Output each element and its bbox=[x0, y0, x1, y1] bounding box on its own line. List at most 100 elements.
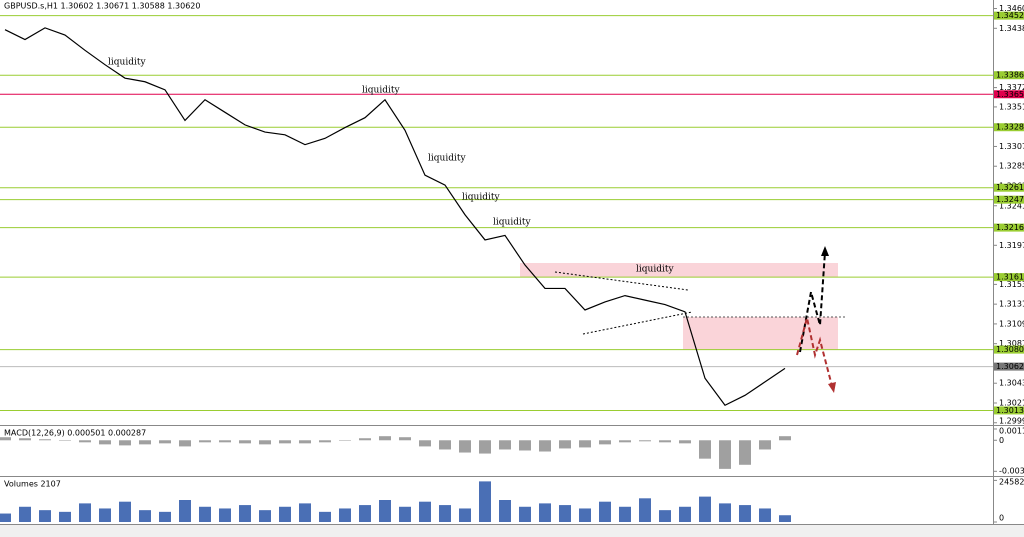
price-line bbox=[4, 27, 786, 406]
bar bbox=[719, 440, 731, 469]
annotation: liquidity bbox=[462, 193, 500, 203]
bar bbox=[539, 440, 551, 452]
bar bbox=[299, 503, 311, 522]
bar bbox=[59, 440, 71, 441]
y-tick-label: 1.33510 bbox=[999, 102, 1024, 111]
bar bbox=[159, 440, 171, 444]
bar bbox=[139, 440, 151, 445]
level-tag bbox=[994, 406, 1024, 415]
bar bbox=[39, 510, 51, 522]
bar bbox=[619, 506, 631, 522]
bar bbox=[659, 440, 671, 443]
bar bbox=[239, 440, 251, 444]
time-axis bbox=[0, 524, 1024, 537]
bar bbox=[579, 440, 591, 448]
bar bbox=[39, 439, 51, 441]
liquidity-zone bbox=[683, 317, 838, 350]
annotation: liquidity bbox=[636, 265, 674, 275]
arrow-head bbox=[828, 382, 836, 393]
y-tick-label: 1.31535 bbox=[999, 280, 1024, 289]
y-tick-label: 0.001106 bbox=[999, 427, 1024, 436]
bar bbox=[219, 508, 231, 522]
bar bbox=[579, 508, 591, 522]
bar bbox=[599, 501, 611, 522]
annotation: liquidity bbox=[428, 154, 466, 164]
bar bbox=[399, 506, 411, 522]
plot: GBPUSD.s,H1 1.30602 1.30671 1.30588 1.30… bbox=[0, 2, 1024, 523]
bar bbox=[379, 436, 391, 441]
bar bbox=[459, 508, 471, 522]
bar bbox=[259, 510, 271, 522]
bar bbox=[599, 440, 611, 445]
bar bbox=[559, 440, 571, 449]
bar bbox=[279, 506, 291, 522]
level-tag bbox=[994, 11, 1024, 20]
bar bbox=[179, 440, 191, 447]
bar bbox=[19, 506, 31, 522]
level-label: 1.30809 bbox=[996, 345, 1024, 354]
y-tick-label: 1.33725 bbox=[999, 83, 1024, 92]
bar bbox=[779, 515, 791, 522]
y-tick-label: 24582 bbox=[999, 478, 1024, 487]
bar bbox=[419, 501, 431, 522]
bar bbox=[519, 506, 531, 522]
bar bbox=[199, 506, 211, 522]
annotation: liquidity bbox=[108, 58, 146, 68]
bar bbox=[339, 508, 351, 522]
bar bbox=[659, 510, 671, 522]
bar bbox=[139, 510, 151, 522]
bar bbox=[99, 508, 111, 522]
scenario-arrow bbox=[799, 251, 826, 353]
y-tick-label: 1.32410 bbox=[999, 201, 1024, 210]
bar bbox=[159, 511, 171, 522]
bar bbox=[639, 498, 651, 522]
annotation: liquidity bbox=[493, 218, 531, 228]
bar bbox=[359, 505, 371, 522]
bar bbox=[239, 505, 251, 522]
level-label: 1.33284 bbox=[996, 123, 1024, 132]
level-tag bbox=[994, 273, 1024, 282]
arrow-head bbox=[821, 246, 829, 256]
bar bbox=[219, 440, 231, 443]
y-tick-label: 1.31095 bbox=[999, 319, 1024, 328]
bar bbox=[0, 437, 11, 441]
level-label: 1.32167 bbox=[996, 223, 1024, 232]
y-tick-label: 1.34385 bbox=[999, 24, 1024, 33]
bar bbox=[299, 440, 311, 444]
y-tick-label: 1.31315 bbox=[999, 300, 1024, 309]
bar bbox=[639, 440, 651, 442]
bar bbox=[679, 506, 691, 522]
bar bbox=[759, 508, 771, 522]
y-tick-label: 0 bbox=[999, 514, 1004, 523]
y-tick-label: 1.34605 bbox=[999, 4, 1024, 13]
bar bbox=[359, 438, 371, 441]
bar bbox=[419, 440, 431, 447]
scenario-arrow bbox=[796, 317, 833, 387]
y-tick-label: 1.31970 bbox=[999, 241, 1024, 250]
level-label: 1.30620 bbox=[996, 362, 1024, 371]
bar bbox=[319, 440, 331, 443]
bar bbox=[99, 440, 111, 445]
bar bbox=[739, 505, 751, 522]
bar bbox=[339, 440, 351, 441]
bar bbox=[119, 440, 131, 446]
liquidity-zone bbox=[520, 263, 838, 277]
bar bbox=[559, 505, 571, 522]
bar bbox=[779, 436, 791, 441]
bar bbox=[399, 437, 411, 441]
bar bbox=[739, 440, 751, 465]
y-tick-label: 1.29995 bbox=[999, 417, 1024, 426]
panel-title: GBPUSD.s,H1 1.30602 1.30671 1.30588 1.30… bbox=[4, 2, 200, 11]
bar bbox=[179, 500, 191, 522]
y-tick-label: 1.30215 bbox=[999, 398, 1024, 407]
bar bbox=[79, 440, 91, 443]
bar bbox=[119, 501, 131, 522]
bar bbox=[259, 440, 271, 445]
bar bbox=[459, 440, 471, 453]
level-label: 1.32478 bbox=[996, 195, 1024, 204]
bar bbox=[499, 440, 511, 450]
level-tag bbox=[994, 345, 1024, 354]
